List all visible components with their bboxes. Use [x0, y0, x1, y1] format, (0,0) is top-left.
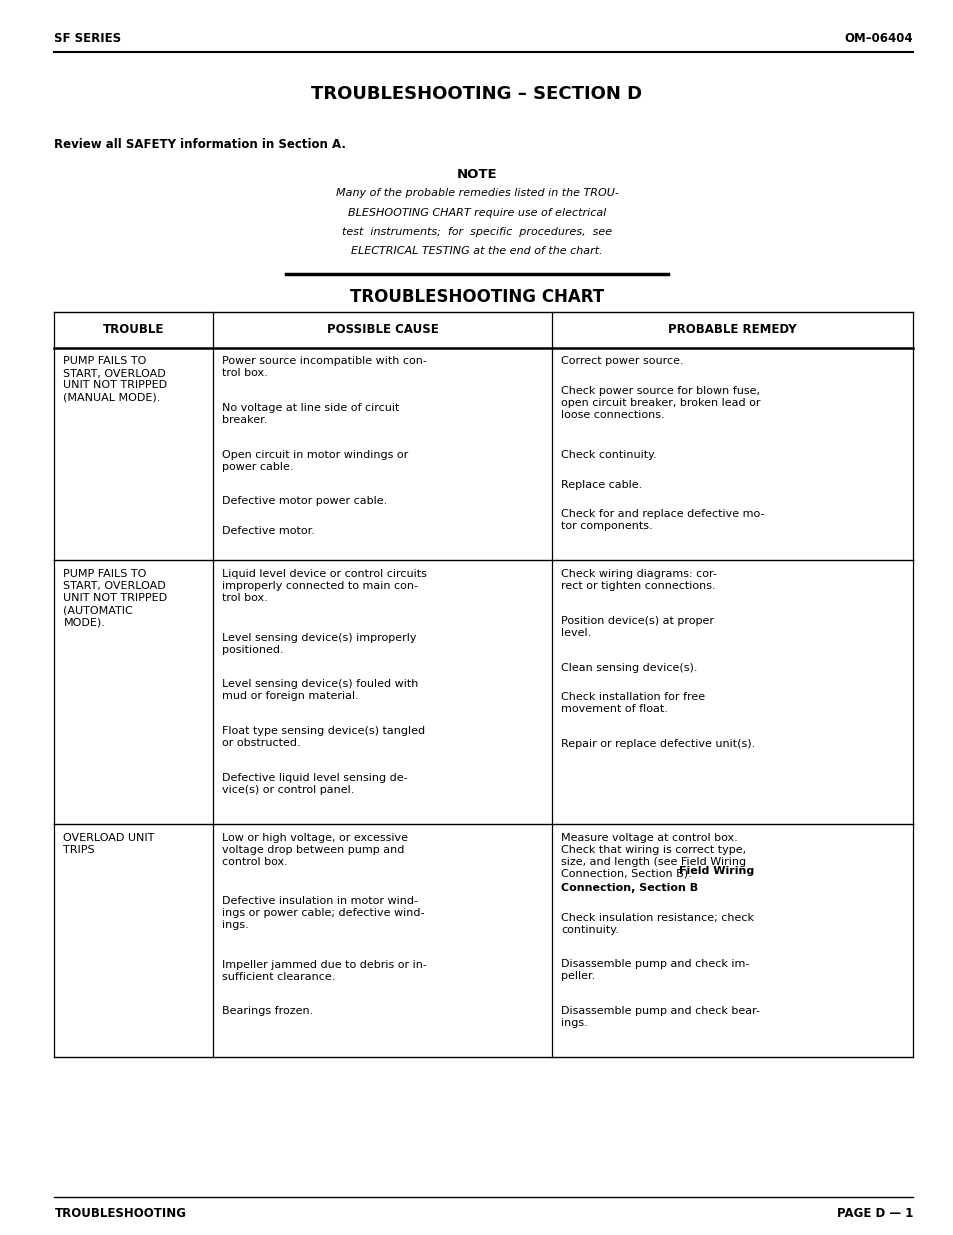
- Text: PUMP FAILS TO
START, OVERLOAD
UNIT NOT TRIPPED
(MANUAL MODE).: PUMP FAILS TO START, OVERLOAD UNIT NOT T…: [63, 357, 168, 403]
- Text: Impeller jammed due to debris or in-
sufficient clearance.: Impeller jammed due to debris or in- suf…: [222, 960, 427, 982]
- Text: Open circuit in motor windings or
power cable.: Open circuit in motor windings or power …: [222, 450, 408, 472]
- Text: Replace cable.: Replace cable.: [560, 479, 642, 489]
- Text: No voltage at line side of circuit
breaker.: No voltage at line side of circuit break…: [222, 403, 399, 425]
- Text: Disassemble pump and check im-
peller.: Disassemble pump and check im- peller.: [560, 960, 749, 982]
- Text: Review all SAFETY information in Section A.: Review all SAFETY information in Section…: [54, 138, 346, 151]
- Text: Disassemble pump and check bear-
ings.: Disassemble pump and check bear- ings.: [560, 1007, 760, 1028]
- Text: Defective liquid level sensing de-
vice(s) or control panel.: Defective liquid level sensing de- vice(…: [222, 773, 408, 794]
- Text: Correct power source.: Correct power source.: [560, 357, 683, 367]
- Text: POSSIBLE CAUSE: POSSIBLE CAUSE: [327, 324, 438, 336]
- Text: TROUBLESHOOTING: TROUBLESHOOTING: [54, 1207, 186, 1220]
- Text: TROUBLESHOOTING – SECTION D: TROUBLESHOOTING – SECTION D: [311, 85, 642, 103]
- Text: SF SERIES: SF SERIES: [54, 32, 121, 44]
- Text: PUMP FAILS TO
START, OVERLOAD
UNIT NOT TRIPPED
(AUTOMATIC
MODE).: PUMP FAILS TO START, OVERLOAD UNIT NOT T…: [63, 569, 168, 627]
- Text: Check for and replace defective mo-
tor components.: Check for and replace defective mo- tor …: [560, 509, 764, 531]
- Text: Measure voltage at control box.
Check that wiring is correct type,
size, and len: Measure voltage at control box. Check th…: [560, 832, 745, 878]
- Text: Repair or replace defective unit(s).: Repair or replace defective unit(s).: [560, 739, 755, 748]
- Text: Float type sensing device(s) tangled
or obstructed.: Float type sensing device(s) tangled or …: [222, 726, 425, 748]
- Text: Clean sensing device(s).: Clean sensing device(s).: [560, 663, 698, 673]
- Text: NOTE: NOTE: [456, 168, 497, 182]
- Text: Position device(s) at proper
level.: Position device(s) at proper level.: [560, 616, 714, 638]
- Text: Level sensing device(s) fouled with
mud or foreign material.: Level sensing device(s) fouled with mud …: [222, 679, 418, 701]
- Text: Defective insulation in motor wind-
ings or power cable; defective wind-
ings.: Defective insulation in motor wind- ings…: [222, 897, 424, 930]
- Text: Check installation for free
movement of float.: Check installation for free movement of …: [560, 693, 705, 714]
- Text: Check power source for blown fuse,
open circuit breaker, broken lead or
loose co: Check power source for blown fuse, open …: [560, 387, 760, 420]
- Text: Defective motor power cable.: Defective motor power cable.: [222, 496, 387, 506]
- Text: Connection, Section B: Connection, Section B: [560, 883, 698, 893]
- Text: PAGE D — 1: PAGE D — 1: [836, 1207, 912, 1220]
- Text: Bearings frozen.: Bearings frozen.: [222, 1007, 314, 1016]
- Text: Low or high voltage, or excessive
voltage drop between pump and
control box.: Low or high voltage, or excessive voltag…: [222, 832, 408, 867]
- Text: PROBABLE REMEDY: PROBABLE REMEDY: [668, 324, 796, 336]
- Text: Level sensing device(s) improperly
positioned.: Level sensing device(s) improperly posit…: [222, 632, 416, 655]
- Text: TROUBLESHOOTING CHART: TROUBLESHOOTING CHART: [350, 288, 603, 306]
- Text: Liquid level device or control circuits
improperly connected to main con-
trol b: Liquid level device or control circuits …: [222, 569, 427, 604]
- Text: TROUBLE: TROUBLE: [103, 324, 164, 336]
- Text: OVERLOAD UNIT
TRIPS: OVERLOAD UNIT TRIPS: [63, 832, 154, 855]
- Text: Check wiring diagrams: cor-
rect or tighten connections.: Check wiring diagrams: cor- rect or tigh…: [560, 569, 717, 592]
- Text: Many of the probable remedies listed in the TROU-: Many of the probable remedies listed in …: [335, 188, 618, 198]
- Text: BLESHOOTING CHART require use of electrical: BLESHOOTING CHART require use of electri…: [348, 207, 605, 217]
- Text: Check insulation resistance; check
continuity.: Check insulation resistance; check conti…: [560, 913, 754, 935]
- Text: OM–06404: OM–06404: [843, 32, 912, 44]
- Text: Power source incompatible with con-
trol box.: Power source incompatible with con- trol…: [222, 357, 427, 378]
- Text: Field Wiring: Field Wiring: [678, 866, 753, 877]
- Text: Check continuity.: Check continuity.: [560, 450, 657, 459]
- Text: ELECTRICAL TESTING at the end of the chart.: ELECTRICAL TESTING at the end of the cha…: [351, 247, 602, 257]
- Text: Defective motor.: Defective motor.: [222, 526, 314, 536]
- Text: test  instruments;  for  specific  procedures,  see: test instruments; for specific procedure…: [341, 227, 612, 237]
